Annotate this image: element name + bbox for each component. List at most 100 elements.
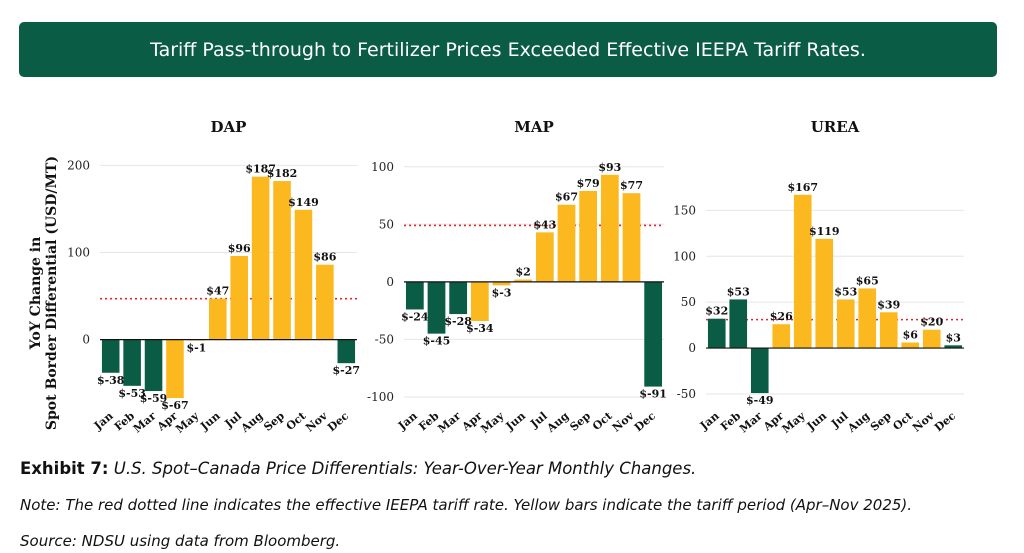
dap-data-label: $-53 (118, 387, 146, 400)
note-text: Note: The red dotted line indicates the … (20, 496, 913, 514)
map-data-label: $43 (533, 218, 556, 231)
dap-data-label: $-67 (161, 399, 189, 412)
urea-bar-sep (879, 312, 898, 349)
dap-xtick-label: Sep (261, 409, 287, 434)
dap-data-label: $-38 (97, 374, 125, 387)
dap-data-label: $47 (206, 285, 229, 298)
map-ytick-label: 0 (386, 275, 394, 289)
map-bar-jul (535, 232, 554, 282)
map-data-label: $-24 (401, 310, 429, 323)
dap-bar-jul (230, 255, 248, 340)
urea-bar-jul (836, 299, 855, 349)
map-xtick-label: Nov (610, 409, 637, 435)
dap-data-label: $-59 (140, 392, 168, 405)
dap-data-label: $86 (313, 251, 336, 264)
y-axis-label-line2: Spot Border Differential (USD/MT) (44, 156, 60, 430)
map-data-label: $-28 (444, 315, 472, 328)
map-data-label: $-91 (639, 388, 667, 401)
urea-data-label: $32 (705, 305, 728, 318)
dap-bar-jan (101, 339, 120, 373)
urea-bar-apr (772, 324, 791, 349)
map-xtick-label: May (478, 409, 507, 436)
dap-title: DAP (211, 118, 247, 136)
urea-data-label: $26 (770, 310, 793, 323)
urea-bar-may (793, 194, 812, 349)
urea-xtick-label: Jun (804, 409, 829, 433)
map-ytick-label: -100 (367, 390, 394, 404)
map-bar-apr (470, 281, 489, 321)
exhibit-caption: Exhibit 7: U.S. Spot–Canada Price Differ… (20, 459, 696, 478)
map-bar-oct (600, 174, 619, 282)
urea-xtick-label: Dec (932, 409, 958, 434)
urea-data-label: $-49 (746, 394, 774, 407)
urea-bar-aug (858, 288, 877, 349)
map-title: MAP (514, 118, 554, 136)
dap-data-label: $187 (245, 163, 276, 176)
map-data-label: $2 (516, 266, 531, 279)
map-ytick-label: 50 (379, 217, 394, 231)
map-data-label: $-3 (492, 286, 512, 299)
urea-data-label: $6 (903, 329, 919, 342)
urea-ytick-label: 150 (673, 203, 696, 217)
urea-xtick-label: Mar (737, 409, 765, 435)
dap-ytick-label: 0 (82, 333, 90, 347)
map-bar-may (492, 281, 511, 286)
source-text: Source: NDSU using data from Bloomberg. (20, 532, 341, 550)
charts-area: DAP0100200$-38Jan$-53Feb$-59Mar$-67Apr$-… (28, 118, 964, 436)
map-bar-jan (405, 281, 424, 310)
exhibit-label: Exhibit 7: (20, 459, 109, 478)
urea-data-label: $53 (834, 285, 857, 298)
dap-xtick-label: Jun (197, 409, 222, 433)
urea-title: UREA (811, 118, 860, 136)
map-bar-aug (557, 204, 576, 282)
urea-bar-jun (815, 238, 834, 349)
banner-title: Tariff Pass-through to Fertilizer Prices… (150, 38, 866, 61)
dap-data-label: $149 (288, 196, 319, 209)
map-xtick-label: Aug (544, 409, 572, 435)
dap-data-label: $-1 (186, 342, 206, 355)
map-xtick-label: Dec (632, 409, 658, 434)
header-banner: Tariff Pass-through to Fertilizer Prices… (19, 22, 997, 77)
urea-data-label: $119 (809, 225, 840, 238)
map-bar-nov (622, 193, 641, 282)
dap-data-label: $182 (267, 167, 298, 180)
dap-bar-oct (294, 209, 313, 340)
urea-data-label: $39 (877, 298, 900, 311)
map-data-label: $-34 (466, 322, 494, 335)
dap-bar-nov (316, 264, 334, 340)
dap-data-label: $96 (228, 242, 251, 255)
urea-bar-dec (944, 345, 963, 349)
urea-data-label: $53 (727, 285, 750, 298)
urea-xtick-label: Nov (910, 409, 937, 435)
dap-ytick-label: 200 (67, 158, 90, 172)
map-data-label: $79 (577, 177, 600, 190)
dap-bar-feb (123, 339, 141, 386)
urea-ytick-label: 0 (688, 341, 696, 355)
dap-ytick-label: 100 (67, 246, 90, 260)
dap-bar-apr (166, 339, 184, 399)
urea-xtick-label: Aug (844, 409, 872, 435)
urea-data-label: $65 (856, 274, 879, 287)
dap-bar-mar (144, 339, 163, 392)
map-data-label: $67 (555, 191, 578, 204)
map-bar-dec (644, 281, 663, 387)
urea-bar-mar (750, 348, 769, 394)
map-bar-sep (579, 190, 598, 282)
map-bar-jun (514, 279, 533, 282)
map-ytick-label: 100 (371, 160, 394, 174)
map-ytick-label: -50 (375, 332, 394, 346)
urea-bar-jan (707, 318, 726, 349)
urea-ytick-label: 50 (681, 295, 696, 309)
map-xtick-label: Mar (436, 409, 464, 435)
dap-xtick-label: Aug (238, 409, 266, 435)
map-xtick-label: Oct (590, 409, 615, 433)
urea-ytick-label: -50 (677, 387, 696, 401)
map-data-label: $-45 (423, 335, 451, 348)
urea-bar-oct (901, 342, 920, 349)
dap-xtick-label: Nov (303, 409, 330, 435)
dap-data-label: $-27 (333, 364, 361, 377)
urea-data-label: $3 (946, 331, 961, 344)
urea-xtick-label: Sep (868, 409, 894, 434)
dap-bar-jun (209, 298, 227, 340)
dap-bar-dec (337, 339, 356, 364)
